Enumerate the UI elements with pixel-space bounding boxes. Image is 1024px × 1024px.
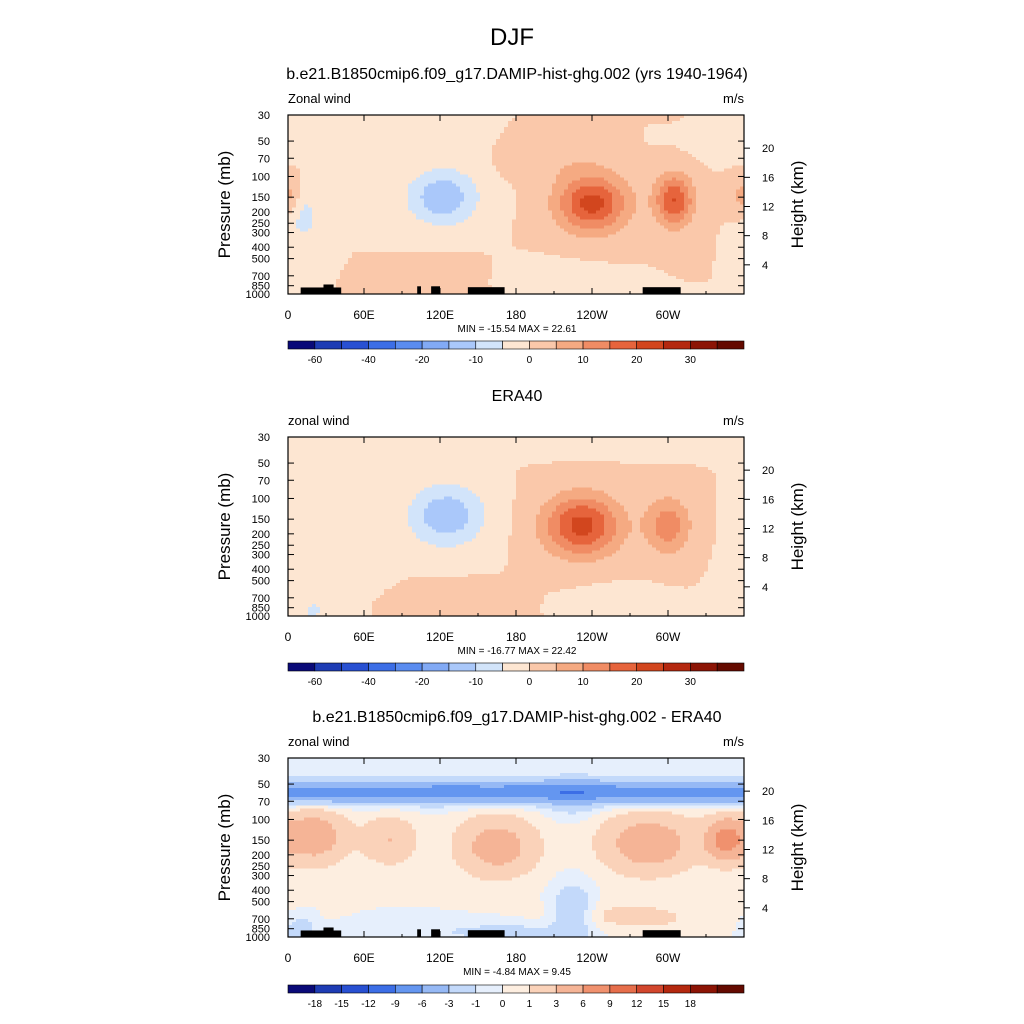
contour-field (288, 115, 745, 295)
panel-1: b.e21.B1850cmip6.f09_g17.DAMIP-hist-ghg.… (215, 66, 807, 366)
panel-title: b.e21.B1850cmip6.f09_g17.DAMIP-hist-ghg.… (286, 66, 748, 83)
figure-title: DJF (490, 24, 534, 51)
units-label: m/s (723, 91, 744, 106)
left-string: Zonal wind (288, 91, 351, 106)
panels: b.e21.B1850cmip6.f09_g17.DAMIP-hist-ghg.… (215, 66, 807, 1010)
